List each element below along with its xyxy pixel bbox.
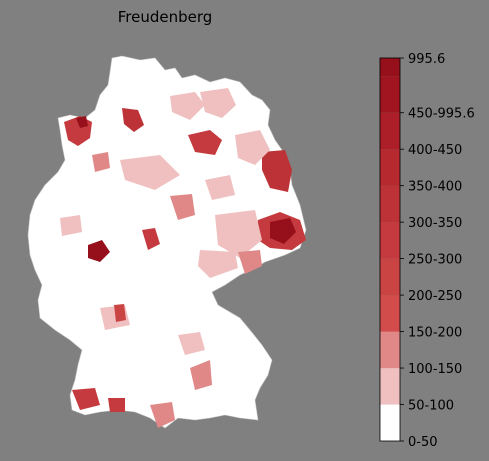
region-thuringia [198,250,238,278]
legend-frame [379,57,401,442]
legend-bin [380,185,400,223]
region-ruhr [92,152,110,172]
region-hesse-dark [88,240,110,262]
legend-bin [380,149,400,186]
legend-tick-label: 150-200 [408,326,462,341]
map-title: Freudenberg [117,8,213,26]
region-west-light [60,215,82,236]
legend-tick-label: 0-50 [408,435,438,450]
legend-tick-label: 50-100 [408,399,454,414]
region-south-light [150,402,175,428]
region-halle [170,194,195,220]
legend-tick-label: 200-250 [408,289,462,304]
region-chemnitz [238,250,262,274]
region-brandenburg-east [262,150,292,192]
region-north-east [200,88,236,118]
region-magdeburg [205,175,235,200]
region-bavaria-south [190,360,212,390]
region-southwest-1 [72,388,100,410]
legend-bin [380,76,400,113]
legend-bin [380,331,400,369]
region-baden-dark [114,304,126,322]
region-saxony-light [215,210,262,258]
legend-ticks: 0-50 50-100 100-150 150-200 200-250 250-300 30… [400,52,475,450]
legend-tick-label: 995.6 [408,52,445,67]
legend-bin [380,58,400,77]
legend-bins [380,58,400,441]
legend-bin [380,222,400,259]
legend-bin [380,404,400,441]
germany-outline [27,55,307,429]
region-brandenburg-light [235,130,270,165]
region-saxony-darkest [270,218,296,244]
region-mecklenburg [188,130,222,155]
region-bremen [122,108,144,132]
legend-bin [380,368,400,405]
region-hamburg-area [170,92,205,120]
region-southwest-2 [108,398,125,412]
legend-tick-label: 400-450 [408,143,462,158]
legend-tick-label: 450-995.6 [408,107,475,122]
legend-tick-label: 300-350 [408,216,462,231]
region-kassel [142,228,160,250]
legend-bin [380,295,400,332]
legend-tick-label: 250-300 [408,253,462,268]
region-upper-franconia [178,332,205,355]
legend-tick-label: 350-400 [408,180,462,195]
region-center-light [120,155,180,190]
legend-tick-label: 100-150 [408,362,462,377]
legend-bin [380,112,400,150]
legend-bin [380,258,400,296]
region-north-west-darkest [76,116,88,128]
